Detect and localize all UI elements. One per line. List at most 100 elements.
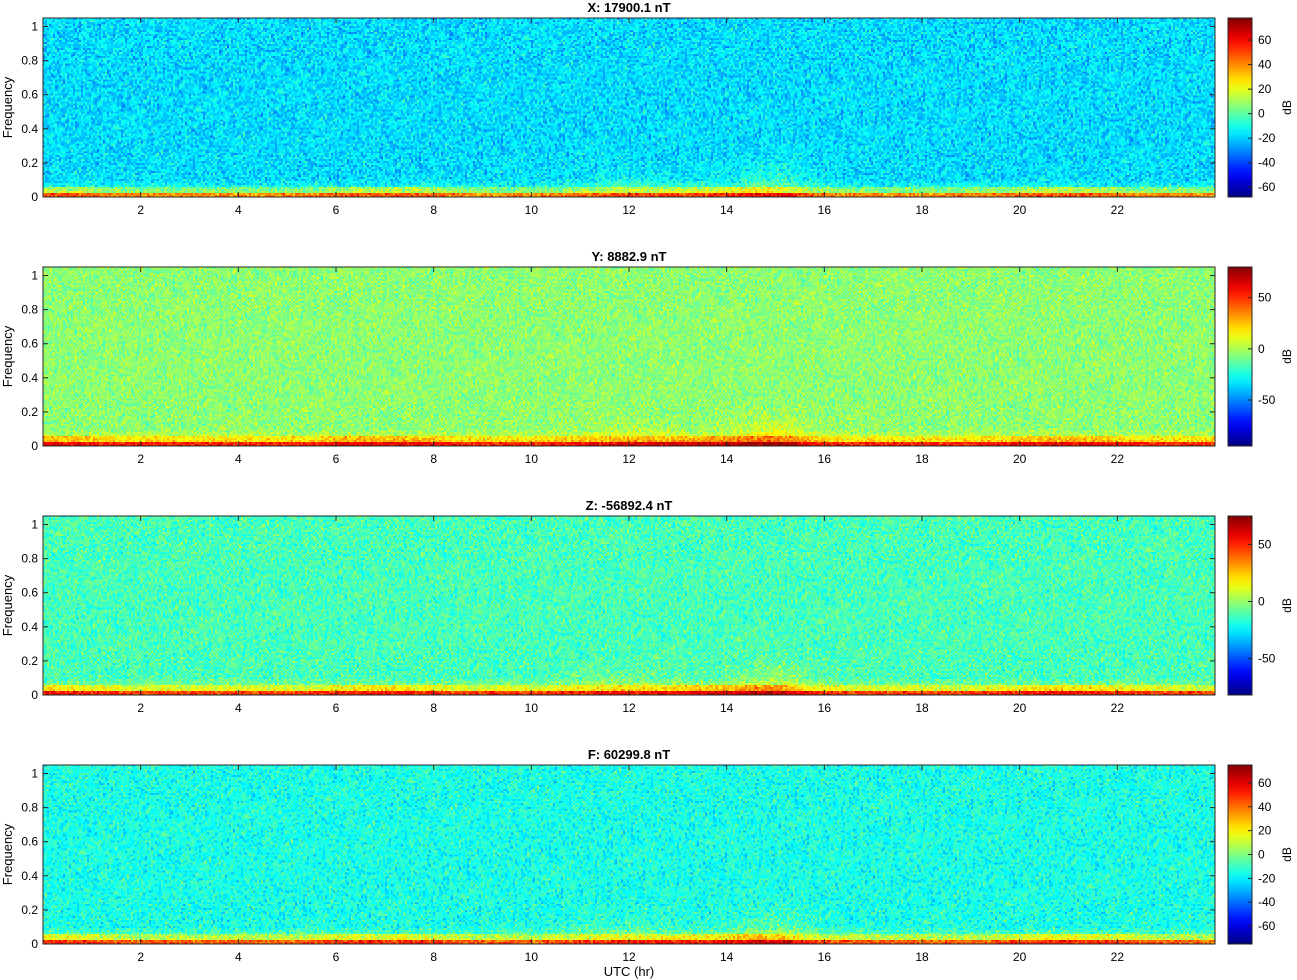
x-tick-label: 18 bbox=[915, 452, 929, 466]
x-tick-label: 22 bbox=[1111, 203, 1125, 217]
x-tick-label: 18 bbox=[915, 701, 929, 715]
y-tick-label: 0.4 bbox=[21, 122, 38, 136]
x-tick-label: 20 bbox=[1013, 203, 1027, 217]
x-tick-label: 16 bbox=[818, 203, 832, 217]
colorbar-tick-label: 0 bbox=[1258, 342, 1265, 356]
x-tick-label: 2 bbox=[137, 701, 144, 715]
x-tick-label: 10 bbox=[525, 203, 539, 217]
x-tick-label: 22 bbox=[1111, 452, 1125, 466]
colorbar-label: dB bbox=[1280, 349, 1294, 364]
colorbar-label: dB bbox=[1280, 598, 1294, 613]
x-tick-label: 14 bbox=[720, 950, 734, 964]
x-tick-label: 12 bbox=[622, 452, 636, 466]
y-axis-label: Frequency bbox=[0, 325, 15, 387]
x-tick-label: 16 bbox=[818, 950, 832, 964]
x-tick-label: 8 bbox=[430, 950, 437, 964]
y-tick-label: 0 bbox=[31, 688, 38, 702]
x-tick-label: 8 bbox=[430, 452, 437, 466]
y-tick-label: 1 bbox=[31, 20, 38, 34]
colorbar-tick-label: 60 bbox=[1258, 776, 1272, 790]
x-tick-label: 18 bbox=[915, 950, 929, 964]
panel-title: F: 60299.8 nT bbox=[588, 747, 670, 762]
y-tick-label: 0 bbox=[31, 439, 38, 453]
y-tick-label: 0 bbox=[31, 937, 38, 951]
colorbar-tick-label: -40 bbox=[1258, 156, 1276, 170]
x-tick-label: 18 bbox=[915, 203, 929, 217]
colorbar-tick-label: -40 bbox=[1258, 895, 1276, 909]
x-tick-label: 20 bbox=[1013, 950, 1027, 964]
x-tick-label: 10 bbox=[525, 452, 539, 466]
y-tick-label: 0.8 bbox=[21, 552, 38, 566]
x-tick-label: 10 bbox=[525, 950, 539, 964]
x-tick-label: 6 bbox=[333, 203, 340, 217]
colorbar-tick-label: 20 bbox=[1258, 82, 1272, 96]
x-tick-label: 20 bbox=[1013, 452, 1027, 466]
colorbar-tick-label: 50 bbox=[1258, 538, 1272, 552]
y-tick-label: 0.8 bbox=[21, 54, 38, 68]
colorbar-tick-label: 40 bbox=[1258, 58, 1272, 72]
colorbar bbox=[1227, 266, 1253, 447]
x-tick-label: 16 bbox=[818, 452, 832, 466]
heatmap-image bbox=[43, 516, 1215, 695]
x-tick-label: 4 bbox=[235, 203, 242, 217]
y-tick-label: 1 bbox=[31, 269, 38, 283]
panel-title: Y: 8882.9 nT bbox=[592, 249, 667, 264]
colorbar bbox=[1227, 515, 1253, 696]
x-tick-label: 20 bbox=[1013, 701, 1027, 715]
colorbar-tick-label: -50 bbox=[1258, 652, 1276, 666]
x-tick-label: 2 bbox=[137, 950, 144, 964]
x-tick-label: 6 bbox=[333, 701, 340, 715]
colorbar-tick-label: 20 bbox=[1258, 824, 1272, 838]
colorbar-tick-label: 0 bbox=[1258, 595, 1265, 609]
x-tick-label: 6 bbox=[333, 452, 340, 466]
colorbar-tick-label: 60 bbox=[1258, 33, 1272, 47]
colorbar-tick-label: -20 bbox=[1258, 871, 1276, 885]
y-tick-label: 0.4 bbox=[21, 869, 38, 883]
spectrogram-panel-1: Y: 8882.9 nT2 4 6 8 10 12 14 16 18 20 2200.20.40.6… bbox=[0, 249, 1294, 466]
x-tick-label: 14 bbox=[720, 203, 734, 217]
colorbar-tick-label: -60 bbox=[1258, 919, 1276, 933]
y-tick-label: 0.2 bbox=[21, 405, 38, 419]
y-tick-label: 0.4 bbox=[21, 620, 38, 634]
y-tick-label: 0.6 bbox=[21, 586, 38, 600]
y-tick-label: 0.2 bbox=[21, 903, 38, 917]
x-tick-label: 12 bbox=[622, 203, 636, 217]
y-axis-label: Frequency bbox=[0, 823, 15, 885]
x-tick-label: 12 bbox=[622, 701, 636, 715]
colorbar-tick-label: -20 bbox=[1258, 131, 1276, 145]
x-tick-label: 16 bbox=[818, 701, 832, 715]
y-tick-label: 1 bbox=[31, 767, 38, 781]
x-tick-label: 8 bbox=[430, 701, 437, 715]
panel-title: Z: -56892.4 nT bbox=[586, 498, 673, 513]
y-tick-label: 0.6 bbox=[21, 88, 38, 102]
x-tick-label: 4 bbox=[235, 452, 242, 466]
spectrogram-panel-3: F: 60299.8 nT2 4 6 8 10 12 14 16 18 20 2200.20.40.… bbox=[0, 747, 1294, 964]
colorbar-tick-label: 50 bbox=[1258, 291, 1272, 305]
x-axis-label: UTC (hr) bbox=[604, 964, 655, 979]
x-tick-label: 4 bbox=[235, 950, 242, 964]
heatmap-image bbox=[43, 267, 1215, 446]
y-axis-label: Frequency bbox=[0, 76, 15, 138]
y-tick-label: 0.8 bbox=[21, 303, 38, 317]
x-tick-label: 22 bbox=[1111, 950, 1125, 964]
colorbar-tick-label: 0 bbox=[1258, 107, 1265, 121]
colorbar-tick-label: -50 bbox=[1258, 393, 1276, 407]
x-tick-label: 4 bbox=[235, 701, 242, 715]
x-tick-label: 6 bbox=[333, 950, 340, 964]
spectrogram-panel-2: Z: -56892.4 nT2 4 6 8 10 12 14 16 18 20 2200.20.40… bbox=[0, 498, 1294, 715]
x-tick-label: 2 bbox=[137, 452, 144, 466]
colorbar bbox=[1227, 17, 1253, 198]
panel-title: X: 17900.1 nT bbox=[587, 0, 670, 15]
y-tick-label: 0.4 bbox=[21, 371, 38, 385]
y-tick-label: 0.6 bbox=[21, 337, 38, 351]
y-tick-label: 0 bbox=[31, 190, 38, 204]
y-tick-label: 1 bbox=[31, 518, 38, 532]
x-tick-label: 8 bbox=[430, 203, 437, 217]
heatmap-image bbox=[43, 765, 1215, 944]
x-tick-label: 22 bbox=[1111, 701, 1125, 715]
x-tick-label: 2 bbox=[137, 203, 144, 217]
spectrogram-panel-0: X: 17900.1 nT2 4 6 8 10 12 14 16 18 20 2200.20.40.… bbox=[0, 0, 1294, 217]
colorbar-label: dB bbox=[1280, 100, 1294, 115]
x-tick-label: 14 bbox=[720, 701, 734, 715]
